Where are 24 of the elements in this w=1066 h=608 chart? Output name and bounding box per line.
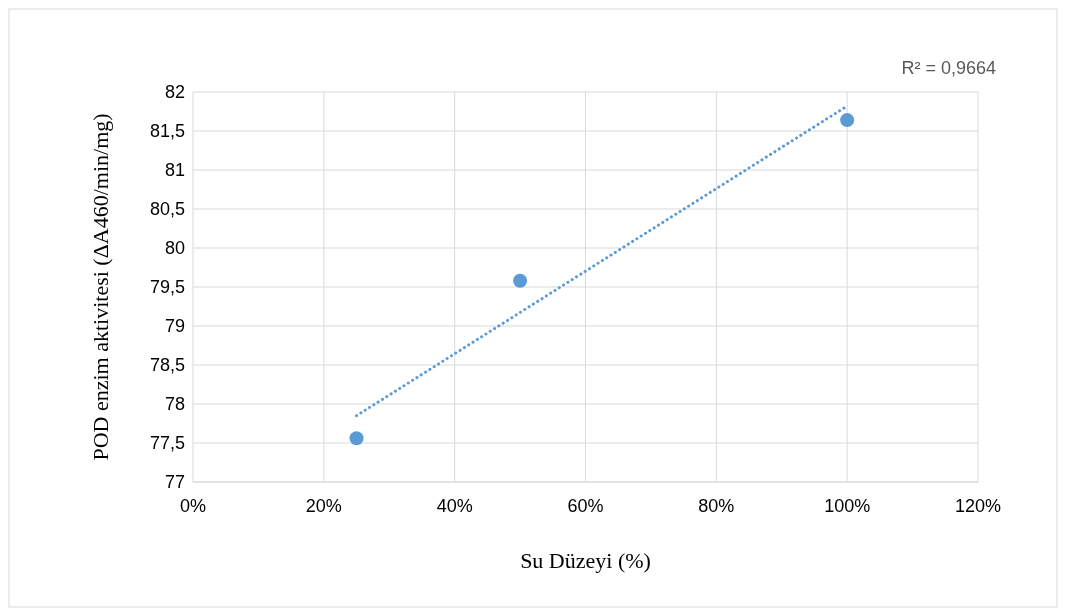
text: R² = 0,9664 xyxy=(901,58,996,78)
point xyxy=(840,113,855,128)
x-tick-label: 60% xyxy=(567,496,604,516)
x-tick-label: 100% xyxy=(824,496,871,516)
point xyxy=(513,273,528,288)
x-tick-label: 40% xyxy=(436,496,473,516)
x-tick-label: 120% xyxy=(954,496,1002,516)
y-tick-label: 81 xyxy=(164,160,185,181)
y-tick-label: 81,5 xyxy=(149,121,185,142)
y-tick-label: 77 xyxy=(164,472,185,493)
x-tick-label: 80% xyxy=(698,496,735,516)
y-tick-label: 80,5 xyxy=(149,199,185,220)
y-tick-label: 77,5 xyxy=(149,433,185,454)
x-axis-title: Su Düzeyi (%) xyxy=(520,548,651,573)
y-tick-label: 79,5 xyxy=(149,277,185,298)
x-tick-label: 0% xyxy=(179,496,207,516)
y-tick-label: 82 xyxy=(164,82,185,103)
y-tick-label: 78,5 xyxy=(149,355,185,376)
y-axis-title: POD enzim aktivitesi (ΔA460/min/mg) xyxy=(88,113,113,461)
y-tick-label: 78 xyxy=(164,394,185,415)
y-tick-label: 80 xyxy=(164,238,185,259)
y-tick-label: 79 xyxy=(164,316,185,337)
point xyxy=(349,431,364,446)
x-tick-label: 20% xyxy=(305,496,342,516)
